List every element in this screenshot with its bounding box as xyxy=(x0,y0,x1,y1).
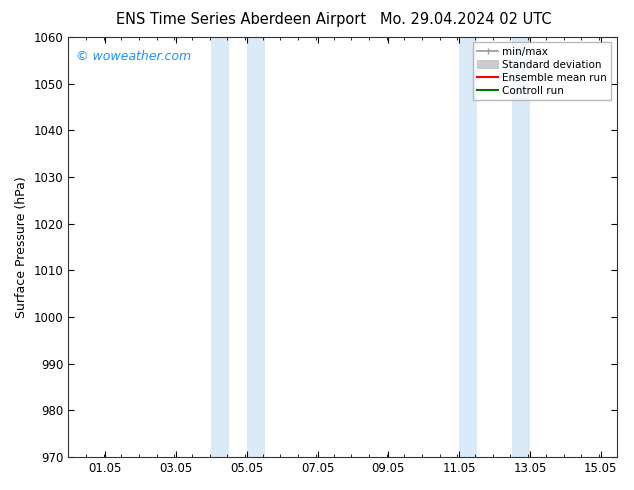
Bar xyxy=(512,37,530,457)
Text: ENS Time Series Aberdeen Airport: ENS Time Series Aberdeen Airport xyxy=(116,12,366,27)
Text: Mo. 29.04.2024 02 UTC: Mo. 29.04.2024 02 UTC xyxy=(380,12,552,27)
Bar xyxy=(212,37,229,457)
Bar xyxy=(459,37,477,457)
Legend: min/max, Standard deviation, Ensemble mean run, Controll run: min/max, Standard deviation, Ensemble me… xyxy=(474,42,611,100)
Y-axis label: Surface Pressure (hPa): Surface Pressure (hPa) xyxy=(15,176,28,318)
Bar xyxy=(247,37,264,457)
Text: © woweather.com: © woweather.com xyxy=(76,50,191,63)
